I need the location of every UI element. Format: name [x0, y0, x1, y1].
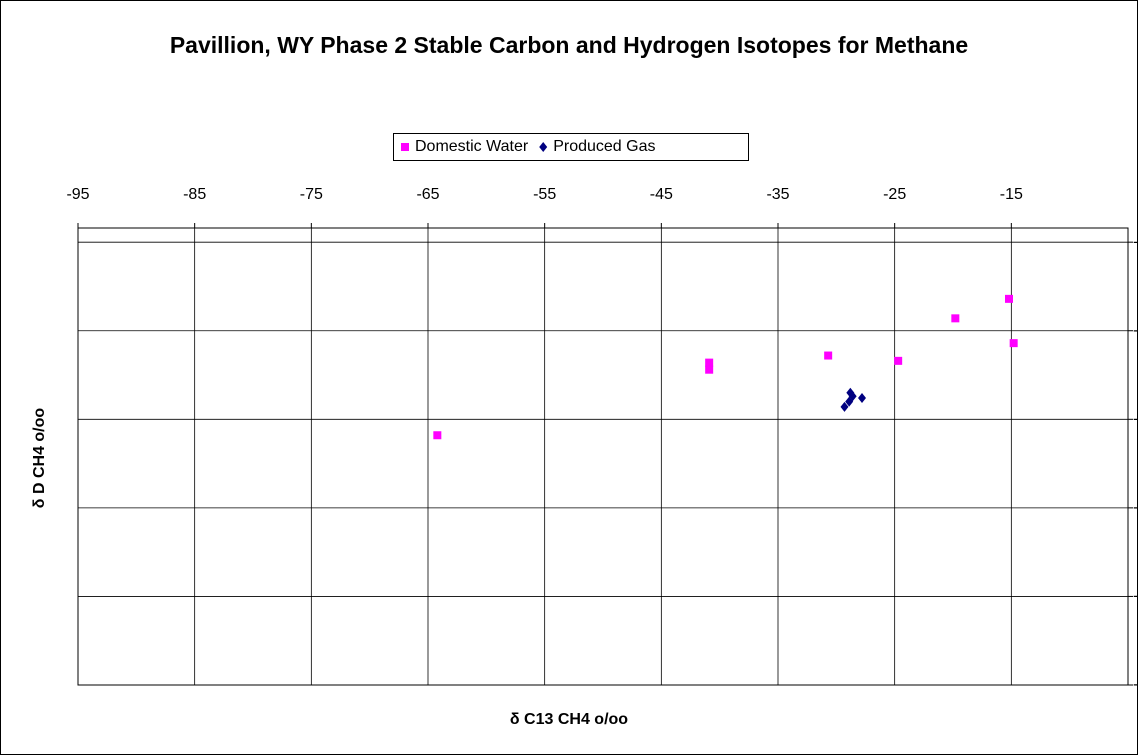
- point: [433, 431, 442, 440]
- x-tick-label: -95: [66, 186, 89, 203]
- y-tick-label: -360: [1133, 676, 1138, 693]
- x-tick-label: -25: [883, 186, 906, 203]
- point: [824, 351, 833, 360]
- legend-label: Produced Gas: [553, 138, 655, 155]
- legend-label: Domestic Water: [415, 138, 529, 155]
- point: [705, 358, 714, 367]
- x-tick-label: -85: [183, 186, 206, 203]
- y-tick-label: -260: [1133, 499, 1138, 516]
- legend-marker: [401, 143, 409, 151]
- point: [840, 401, 849, 412]
- chart-title: Pavillion, WY Phase 2 Stable Carbon and …: [169, 32, 969, 58]
- y-tick-label: -110: [1133, 233, 1138, 250]
- plot-area: [77, 227, 1129, 686]
- y-tick-label: -310: [1133, 588, 1138, 605]
- y-axis-label: δ D CH4 o/oo: [31, 408, 48, 509]
- point: [951, 314, 960, 323]
- point: [705, 365, 714, 374]
- point: [845, 396, 854, 407]
- point: [1005, 294, 1013, 303]
- x-tick-label: -75: [300, 186, 323, 203]
- point: [858, 393, 866, 404]
- point: [1009, 339, 1018, 348]
- legend-marker: [539, 142, 548, 152]
- x-tick-label: -65: [416, 186, 439, 203]
- x-tick-label: -35: [766, 186, 789, 203]
- y-tick-label: -160: [1133, 322, 1138, 339]
- x-tick-label: -15: [1000, 186, 1023, 203]
- legend-box: [393, 133, 749, 161]
- x-tick-label: -45: [650, 186, 673, 203]
- y-tick-label: -210: [1133, 411, 1138, 428]
- x-tick-label: -55: [533, 186, 556, 203]
- point: [894, 356, 903, 365]
- x-axis-label: δ C13 CH4 o/oo: [510, 711, 628, 728]
